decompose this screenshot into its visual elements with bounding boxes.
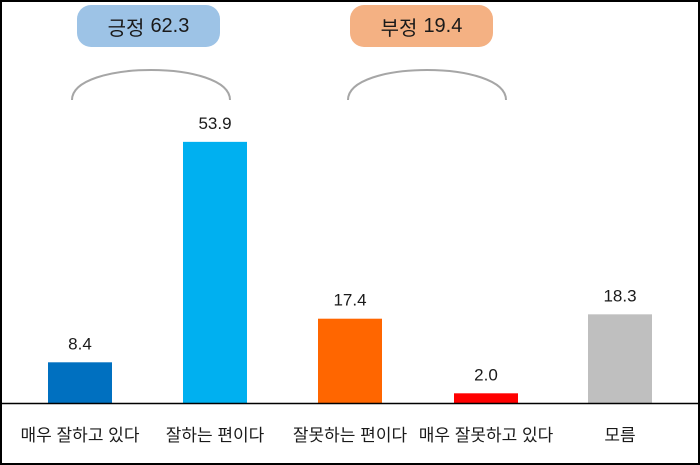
negative-bracket [347, 69, 507, 101]
negative-summary-label: 부정 [380, 17, 418, 40]
value-label-4: 2.0 [474, 365, 498, 384]
category-label-4: 매우 잘못하고 있다 [419, 426, 554, 445]
bar-1 [48, 362, 112, 403]
bar-4 [454, 393, 518, 403]
value-label-2: 53.9 [198, 114, 231, 133]
positive-summary-value: 62.3 [150, 14, 190, 37]
category-label-1: 매우 잘하고 있다 [21, 426, 140, 445]
bar-3 [318, 318, 382, 403]
positive-summary-badge: 긍정 62.3 [77, 5, 220, 47]
value-label-1: 8.4 [68, 334, 92, 353]
positive-bracket [71, 69, 231, 101]
category-label-5: 모름 [604, 426, 635, 445]
value-label-5: 18.3 [603, 286, 636, 305]
negative-summary-badge: 부정 19.4 [350, 5, 493, 47]
category-label-3: 잘못하는 편이다 [293, 426, 408, 445]
bar-5 [588, 314, 652, 403]
negative-summary-value: 19.4 [423, 14, 463, 37]
bar-2 [183, 141, 247, 404]
positive-summary-label: 긍정 [107, 17, 145, 40]
value-label-3: 17.4 [333, 291, 366, 310]
category-label-2: 잘하는 편이다 [166, 426, 265, 445]
